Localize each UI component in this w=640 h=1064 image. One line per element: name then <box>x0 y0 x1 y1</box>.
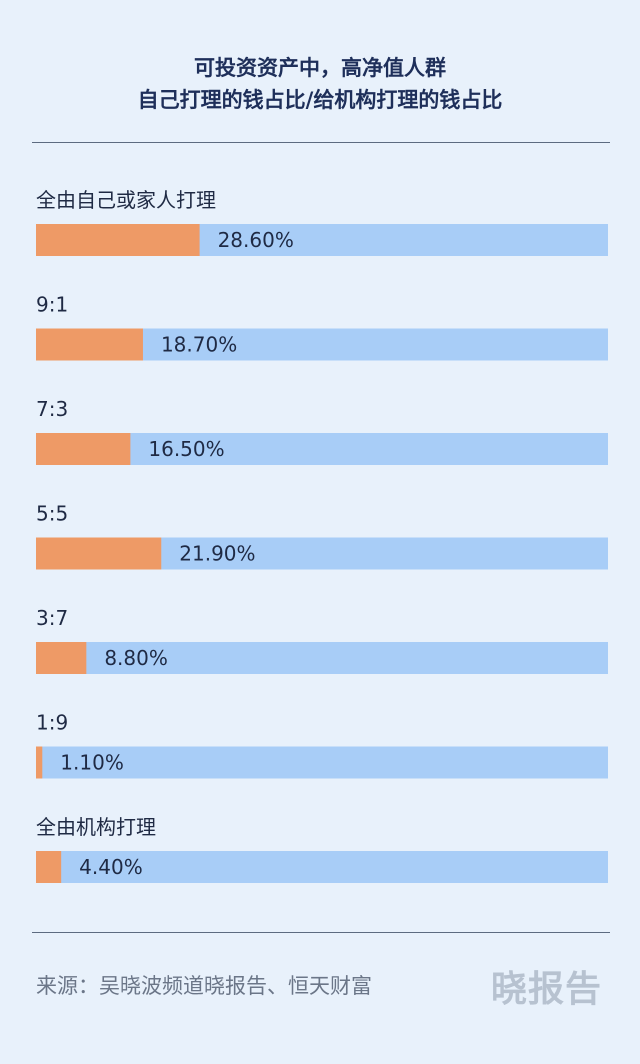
value-label: 1.10% <box>60 751 124 775</box>
bar-self <box>36 433 131 465</box>
value-label: 16.50% <box>148 437 224 461</box>
bar-group: 1:9 1.10% <box>36 711 608 779</box>
chart-title-line-2: 自己打理的钱占比/给机构打理的钱占比 <box>137 88 503 112</box>
brand-logo: 晓报告 <box>490 969 602 1010</box>
bar-self <box>36 851 62 883</box>
bar-institution <box>36 851 608 883</box>
bar-self <box>36 224 200 256</box>
bar-group: 全由机构打理 4.40% <box>36 815 608 883</box>
bar-self <box>36 328 143 361</box>
category-label: 1:9 <box>36 711 68 735</box>
bar-group: 3:7 8.80% <box>36 606 608 674</box>
bar-group: 9:1 18.70% <box>36 293 608 361</box>
bar-institution <box>36 433 608 465</box>
bar-self <box>36 642 87 674</box>
category-label: 5:5 <box>36 502 68 526</box>
chart-title-line-1: 可投资资产中，高净值人群 <box>194 56 446 80</box>
value-label: 21.90% <box>179 542 255 566</box>
top-divider <box>32 142 610 143</box>
category-label: 9:1 <box>36 293 68 317</box>
bar-self <box>36 537 162 570</box>
category-label: 全由机构打理 <box>36 815 156 839</box>
value-label: 8.80% <box>104 646 168 670</box>
bottom-divider <box>32 932 610 933</box>
source-note: 来源：吴晓波频道晓报告、恒天财富 <box>36 974 372 998</box>
bar-institution <box>36 746 608 779</box>
bar-self <box>36 746 43 779</box>
value-label: 4.40% <box>79 855 143 879</box>
bar-group: 7:3 16.50% <box>36 397 608 465</box>
bar-institution <box>36 642 608 674</box>
chart-title: 可投资资产中，高净值人群 自己打理的钱占比/给机构打理的钱占比 <box>0 52 640 116</box>
category-label: 7:3 <box>36 397 68 421</box>
value-label: 18.70% <box>161 333 237 357</box>
category-label: 3:7 <box>36 606 68 630</box>
category-label: 全由自己或家人打理 <box>36 188 216 212</box>
bar-group: 5:5 21.90% <box>36 502 608 570</box>
value-label: 28.60% <box>218 228 294 252</box>
